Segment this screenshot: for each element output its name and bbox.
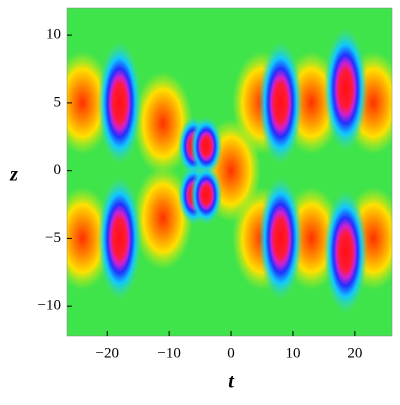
ridge [132,166,193,271]
ridge [132,71,193,176]
x-tick-label: 0 [227,345,235,361]
x-tick-label: −20 [96,345,119,361]
peak [190,116,223,177]
x-tick-label: 20 [347,345,362,361]
frame [66,7,393,337]
peak [97,176,142,301]
x-axis-label: t [228,371,235,393]
peak [258,176,303,301]
y-tick-label: 0 [54,162,62,178]
peak [258,40,303,165]
peak [190,165,223,226]
peak [97,40,142,165]
x-tick-label: 10 [285,345,300,361]
y-tick-label: 10 [46,27,61,43]
y-tick-label: −5 [45,230,61,246]
peak [323,189,368,314]
plot-area [67,8,392,336]
y-tick-label: 5 [54,94,62,110]
y-axis-label: z [9,164,18,186]
x-tick-label: −10 [157,345,180,361]
y-tick-label: −10 [38,298,61,314]
peak [323,27,368,152]
